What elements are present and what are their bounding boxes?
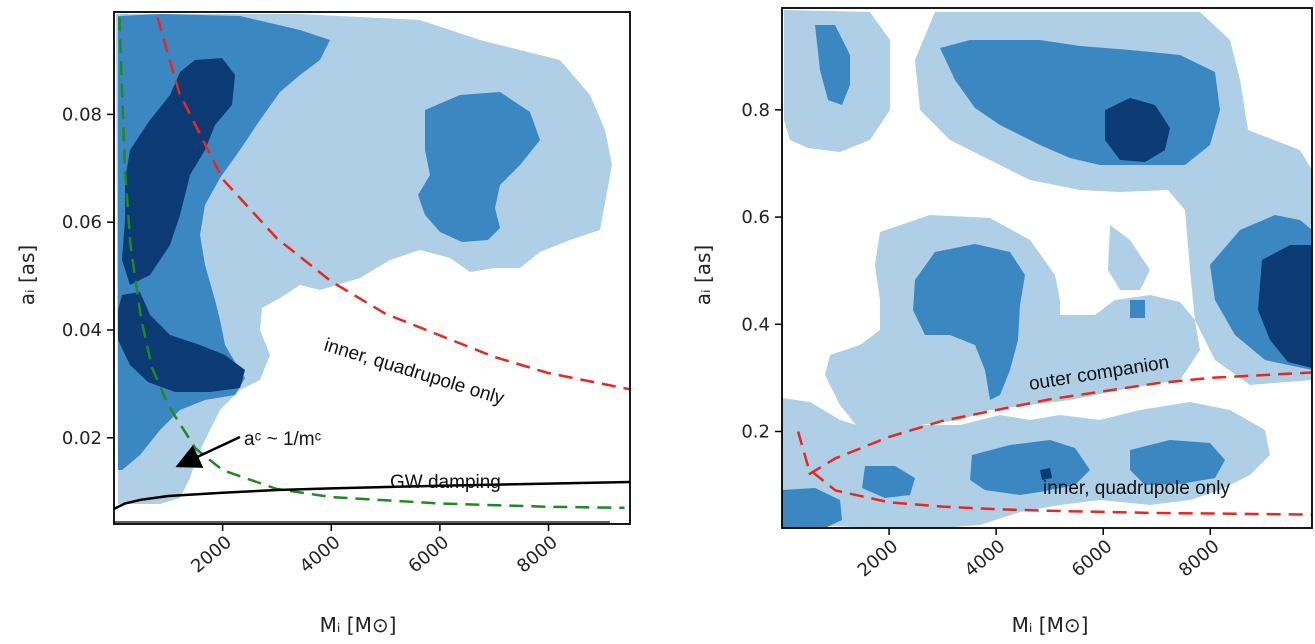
right-y-tick-label: 0.6 [741,207,770,228]
right-x-tick-label: 2000 [854,536,903,582]
right-contour-level3 [1040,468,1052,480]
left-x-axis-label: Mᵢ [M⊙] [320,613,397,637]
right-y-tick-label: 0.2 [741,422,770,443]
left-x-tick-label: 6000 [405,532,454,578]
right-y-ticks: 0.2 0.4 0.6 0.8 [741,100,782,443]
right-panel: 2000 4000 6000 8000 0.20.40.60.8 outer comp… [691,7,1313,637]
left-curve-black [114,480,630,511]
right-contour-level2 [815,25,850,105]
right-contour-level2 [862,466,915,498]
left-axes-frame [113,11,631,525]
right-contour-level2 [913,244,1025,400]
left-contour-level2 [418,92,540,242]
right-annotation-inner: inner, quadrupole only [1043,478,1230,499]
left-y-tick-label: 0.08 [62,104,102,125]
right-contour-level2 [970,440,1090,495]
left-y-tick-label: 0.04 [62,320,102,341]
left-curve-red [156,17,630,391]
left-contour-level3 [118,292,245,392]
left-annotation-green: aᶜ ~ 1/mᶜ [244,429,322,450]
right-x-axis-label: Mᵢ [M⊙] [1012,613,1089,637]
left-x-tick-label: 2000 [187,532,236,578]
left-annotation-red: inner, quadrupole only [322,335,507,410]
right-contour-level3 [1258,245,1312,368]
left-contour-level3 [122,58,235,285]
right-axes-frame [781,7,1313,529]
left-x-tick-label: 4000 [296,532,345,578]
right-x-ticks: 2000 4000 6000 8000 [854,528,1224,582]
left-panel: 2000 4000 6000 8000 0.02 0.04 0.06 0.08 inner,… [15,11,631,637]
right-contours [782,10,1312,528]
left-x-ticks: 2000 4000 6000 8000 [187,524,562,578]
right-contour-level2 [1130,300,1145,318]
right-curve-outer [808,371,1312,476]
left-x-tick-label: 8000 [513,532,562,578]
left-annotation-gw: GW damping [390,472,501,493]
left-y-axis-label: aᵢ [as] [15,245,39,305]
left-y-tick-label: 0.02 [62,428,102,449]
right-x-tick-label: 8000 [1175,536,1224,582]
left-y-ticks: 0.02 0.04 0.06 0.08 [62,104,114,449]
right-contour-level1 [1108,225,1150,290]
left-annotation-arrow [175,435,241,468]
right-y-axis-label: aᵢ [as] [691,245,715,305]
right-y-tick-label: 0.4 [741,314,770,335]
right-x-tick-label: 4000 [961,536,1010,582]
right-contour-level2 [782,488,842,528]
right-y-tick-label: 0.8 [741,100,770,121]
right-contour-level3 [1105,98,1170,162]
left-contour-level1 [300,215,395,255]
right-x-tick-label: 6000 [1068,536,1117,582]
left-contours [116,14,612,504]
right-contour-level2 [1130,440,1225,485]
left-y-tick-label: 0.06 [62,212,102,233]
